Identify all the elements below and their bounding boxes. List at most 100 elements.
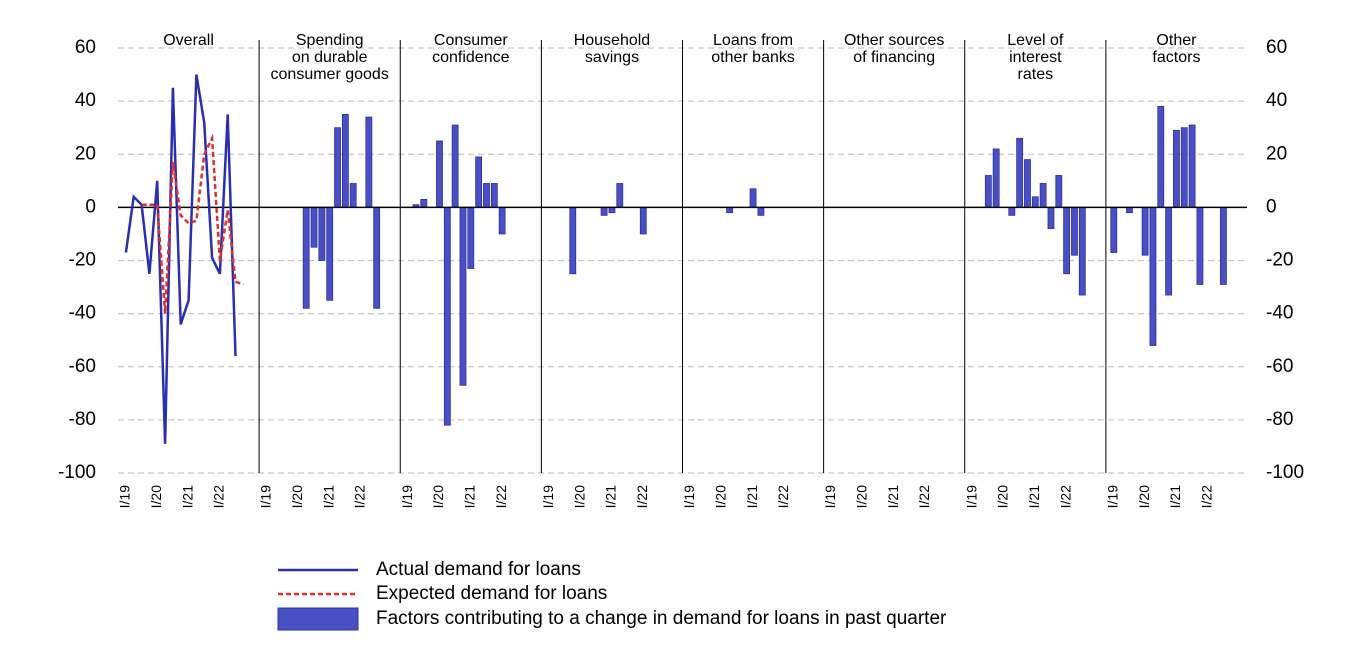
x-tick-label: I/22	[493, 485, 509, 509]
panel-title: of financing	[853, 49, 935, 66]
bar	[1220, 206, 1227, 285]
y-tick-label: -20	[69, 250, 96, 271]
y-tick-label: 0	[85, 196, 96, 217]
bar	[1016, 137, 1024, 208]
y-tick-label: 20	[75, 143, 96, 164]
panel-title: savings	[585, 49, 639, 66]
bar	[1078, 206, 1086, 296]
bar	[1008, 206, 1016, 216]
x-tick-label: I/19	[963, 485, 979, 509]
x-tick-label: I/21	[1026, 485, 1042, 509]
panel-title: Overall	[163, 32, 214, 49]
bar	[600, 206, 608, 216]
x-tick-label: I/19	[540, 485, 556, 509]
x-tick-label: I/22	[916, 485, 932, 509]
bar	[757, 206, 765, 216]
bar	[1149, 206, 1157, 346]
bar	[1063, 206, 1071, 275]
x-tick-label: I/20	[571, 485, 587, 509]
line-series	[141, 133, 244, 314]
bar	[1165, 206, 1173, 296]
legend-label: Actual demand for loans	[376, 559, 581, 580]
bar	[490, 183, 498, 208]
panel-title: Level of	[1007, 32, 1064, 49]
x-tick-label: I/19	[258, 485, 274, 509]
y2-tick-label: 20	[1266, 143, 1287, 164]
x-tick-label: I/21	[320, 485, 336, 509]
bar	[349, 183, 357, 208]
bar	[475, 156, 483, 208]
y2-tick-label: 40	[1266, 90, 1287, 111]
bar	[1157, 106, 1165, 208]
bar	[310, 206, 318, 248]
panel-title: Consumer	[434, 32, 508, 49]
bar	[302, 206, 310, 309]
bar	[992, 148, 1000, 208]
panel-title: Other	[1156, 32, 1197, 49]
bar	[483, 183, 490, 208]
bar	[373, 206, 381, 309]
bar	[436, 140, 443, 208]
bar	[639, 206, 647, 235]
bar	[1039, 183, 1047, 208]
bar	[334, 127, 341, 208]
x-tick-label: I/19	[399, 485, 415, 509]
x-tick-label: I/20	[854, 485, 870, 509]
x-tick-label: I/22	[352, 485, 368, 509]
bar	[608, 206, 616, 214]
bar	[749, 188, 757, 208]
bar	[451, 124, 459, 208]
bar	[1173, 129, 1180, 208]
bar	[498, 206, 506, 235]
bar	[341, 114, 349, 208]
x-tick-label: I/22	[1057, 485, 1073, 509]
x-tick-label: I/22	[634, 485, 650, 509]
x-tick-label: I/21	[1167, 485, 1183, 509]
bar	[318, 206, 326, 261]
bar	[365, 116, 373, 208]
legend-bar	[277, 607, 359, 631]
y2-tick-label: -100	[1266, 462, 1304, 483]
x-tick-label: I/19	[117, 485, 133, 509]
y-tick-label: -100	[58, 462, 96, 483]
bar	[1055, 175, 1063, 208]
bar	[1180, 127, 1188, 208]
bar	[1071, 206, 1078, 256]
y2-tick-label: 60	[1266, 37, 1287, 58]
panel-title: consumer goods	[271, 66, 389, 83]
x-tick-label: I/21	[462, 485, 478, 509]
bar	[467, 206, 475, 269]
panel-title: on durable	[292, 49, 368, 66]
y2-tick-label: -40	[1266, 303, 1293, 324]
x-tick-label: I/20	[430, 485, 446, 509]
panel-title: confidence	[432, 49, 509, 66]
bar	[984, 175, 992, 208]
x-tick-label: I/19	[681, 485, 697, 509]
line-series	[124, 74, 237, 444]
x-tick-label: I/19	[1104, 485, 1120, 509]
bar	[569, 206, 577, 275]
x-tick-label: I/20	[289, 485, 305, 509]
x-tick-label: I/22	[1198, 485, 1214, 509]
bar	[420, 199, 428, 208]
bar	[1126, 206, 1133, 214]
y-tick-label: 40	[75, 90, 96, 111]
panel-title: interest	[1009, 49, 1062, 66]
bar	[616, 183, 624, 208]
bar	[1047, 206, 1055, 230]
y-tick-label: -60	[69, 356, 96, 377]
y2-tick-label: -80	[1266, 409, 1293, 430]
y-tick-label: -40	[69, 303, 96, 324]
bar	[1031, 196, 1039, 208]
bar	[1024, 159, 1031, 208]
panel-title: rates	[1018, 66, 1054, 83]
bar	[443, 206, 451, 426]
panel-title: factors	[1152, 49, 1200, 66]
x-tick-label: I/21	[744, 485, 760, 509]
y2-tick-label: 0	[1266, 196, 1277, 217]
x-tick-label: I/19	[822, 485, 838, 509]
x-tick-label: I/22	[211, 485, 227, 509]
panel-title: Household	[574, 32, 651, 49]
x-tick-label: I/22	[775, 485, 791, 509]
